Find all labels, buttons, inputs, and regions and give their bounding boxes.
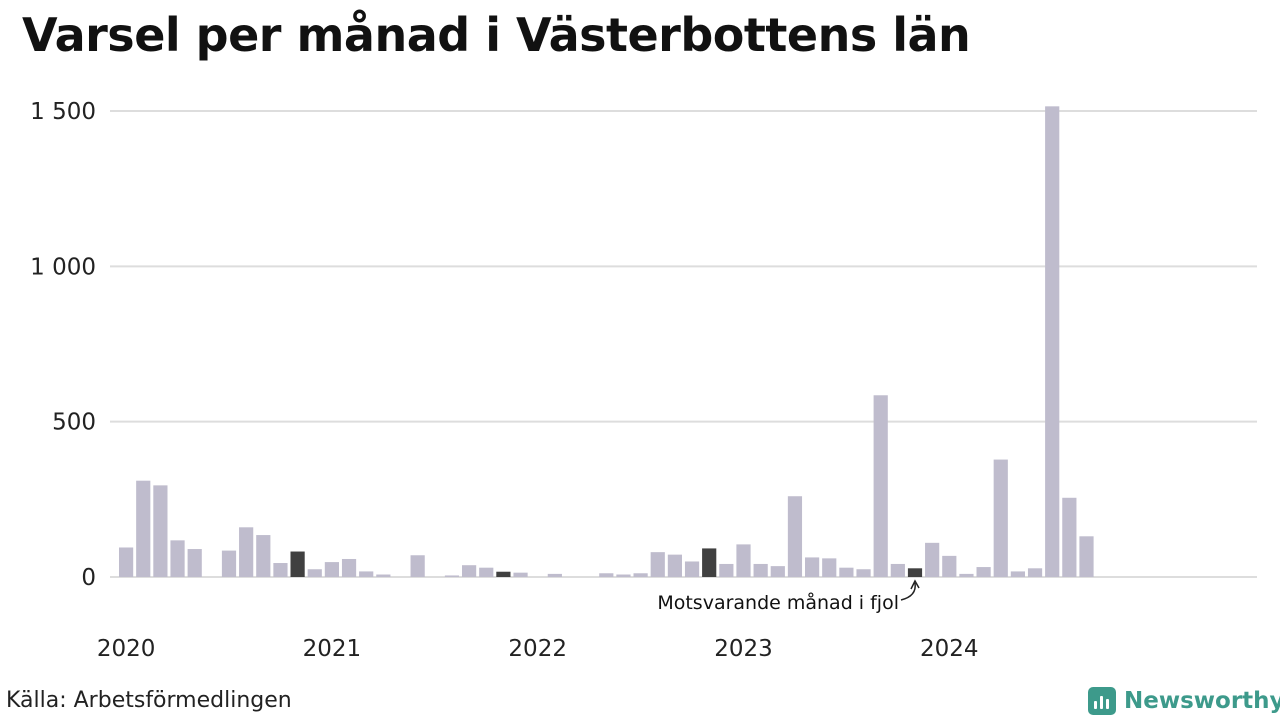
bar-2020-10	[273, 563, 288, 577]
bar-2023-02	[753, 563, 768, 577]
gridlines	[110, 110, 1257, 578]
x-tick-label: 2022	[508, 636, 567, 662]
bar-2020-11	[290, 551, 305, 577]
bar-2021-02	[341, 558, 357, 577]
bar-2024-04	[993, 459, 1008, 577]
bar-2023-04	[787, 496, 803, 577]
bar-2020-07	[221, 550, 237, 577]
bar-2024-08	[1062, 497, 1077, 577]
bar-2020-05	[187, 549, 202, 577]
newsworthy-logo[interactable]: Newsworthy	[1088, 684, 1280, 718]
annotation-arrowhead	[910, 579, 920, 590]
x-tick-label: 2020	[97, 636, 156, 662]
bar-2020-03	[153, 485, 168, 577]
bar-2020-08	[239, 527, 254, 577]
x-tick-label: 2021	[303, 636, 362, 662]
bar-2023-05	[805, 557, 820, 577]
y-tick-label: 0	[81, 565, 96, 591]
last-year-label: Motsvarande månad i fjol	[657, 591, 899, 614]
bar-2024-03	[976, 567, 991, 577]
chart-title: Varsel per månad i Västerbottens län	[22, 8, 971, 62]
bar-2022-11	[702, 548, 717, 577]
annotations: Motsvarande månad i fjol	[657, 579, 920, 614]
y-axis-ticks: 0 500 1 000 1 500	[30, 99, 96, 591]
bar-2023-12	[925, 542, 940, 577]
bar-2020-02	[136, 480, 151, 577]
chart-logo-icon	[1088, 687, 1116, 715]
x-axis-ticks: 2020 2021 2022 2023 2024	[97, 636, 979, 662]
bar-2022-08	[650, 552, 665, 577]
bar-2022-09	[667, 554, 682, 577]
x-tick-label: 2024	[920, 636, 979, 662]
y-tick-label: 1 000	[30, 254, 96, 280]
bar-2021-08	[444, 575, 460, 577]
bar-2020-04	[170, 540, 185, 577]
bar-2023-10	[890, 563, 905, 577]
bar-2021-03	[359, 571, 374, 577]
bar-2022-02	[547, 573, 562, 577]
bar-2020-12	[307, 569, 322, 577]
annotation-arrow	[900, 582, 916, 601]
bar-2024-05	[1010, 571, 1025, 577]
bar-2023-07	[839, 567, 854, 577]
bar-2024-02	[959, 573, 974, 577]
bar-2024-06	[1027, 568, 1043, 577]
bar-2020-09	[256, 535, 271, 577]
bar-2023-03	[770, 566, 785, 577]
bar-2023-08	[856, 569, 871, 577]
bar-2021-12	[513, 572, 528, 577]
bar-2023-01	[736, 544, 751, 577]
bar-2023-11	[907, 568, 923, 577]
bar-2021-11	[496, 571, 511, 577]
bar-2021-06	[410, 555, 425, 577]
bar-2021-10	[479, 567, 494, 577]
y-tick-label: 500	[52, 410, 96, 436]
bar-2022-10	[684, 561, 700, 577]
bar-2022-06	[616, 574, 631, 577]
bar-2022-07	[633, 573, 648, 577]
bar-2024-09	[1079, 536, 1094, 577]
bar-2023-06	[822, 558, 837, 577]
x-tick-label: 2023	[714, 636, 773, 662]
bar-2021-01	[324, 562, 339, 577]
brand-name: Newsworthy	[1124, 688, 1280, 714]
bar-2021-04	[376, 574, 391, 577]
bar-2022-12	[719, 563, 734, 577]
bar-2020-01	[119, 547, 134, 577]
y-tick-label: 1 500	[30, 99, 96, 125]
bar-2022-05	[599, 573, 614, 577]
bars	[119, 106, 1094, 577]
bar-2024-01	[942, 555, 957, 577]
bar-2023-09	[873, 395, 888, 577]
bar-2021-09	[462, 565, 477, 577]
source-note: Källa: Arbetsförmedlingen	[6, 688, 292, 713]
bar-2024-07	[1045, 106, 1060, 577]
